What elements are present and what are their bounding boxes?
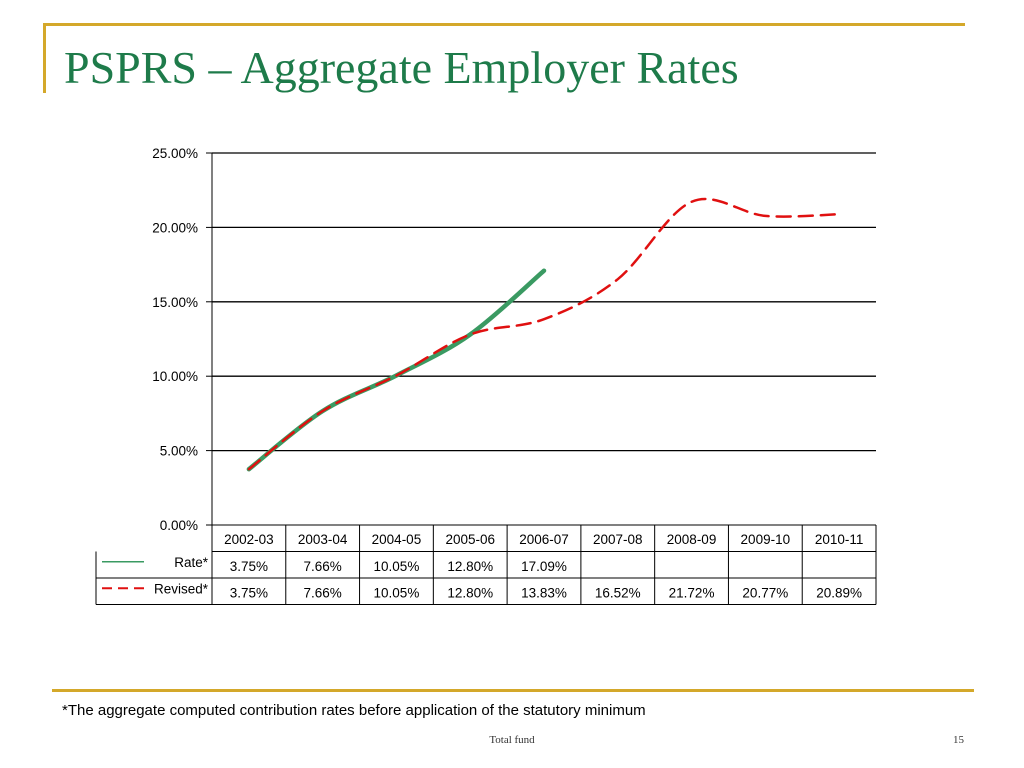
x-tick-label: 2010-11: [815, 532, 864, 547]
legend-label: Revised*: [154, 581, 209, 596]
y-tick-label: 5.00%: [160, 444, 198, 459]
series-line: [247, 197, 841, 471]
x-tick-label: 2007-08: [593, 532, 643, 547]
data-label: 3.75%: [230, 559, 268, 574]
data-label: 7.66%: [304, 585, 342, 600]
y-tick-label: 15.00%: [152, 295, 198, 310]
footnote: *The aggregate computed contribution rat…: [62, 702, 646, 719]
y-tick-label: 20.00%: [152, 220, 198, 235]
data-label: 12.80%: [447, 559, 493, 574]
x-tick-label: 2009-10: [741, 532, 791, 547]
data-label: 10.05%: [374, 585, 420, 600]
x-tick-label: 2002-03: [224, 532, 274, 547]
data-label: 20.77%: [742, 585, 788, 600]
title-accent-rule: [43, 23, 965, 26]
x-tick-label: 2003-04: [298, 532, 348, 547]
slide-title: PSPRS – Aggregate Employer Rates: [64, 42, 739, 93]
data-label: 13.83%: [521, 585, 567, 600]
title-accent-bar: [43, 23, 46, 93]
slide-number: 15: [953, 734, 964, 746]
x-tick-label: 2004-05: [372, 532, 422, 547]
x-tick-label: 2008-09: [667, 532, 717, 547]
x-tick-label: 2005-06: [445, 532, 495, 547]
data-label: 21.72%: [669, 585, 715, 600]
footer-text: Total fund: [489, 734, 535, 746]
data-label: 16.52%: [595, 585, 641, 600]
series-line: [246, 268, 547, 472]
y-tick-label: 0.00%: [160, 518, 198, 533]
legend-label: Rate*: [174, 555, 209, 570]
data-label: 7.66%: [304, 559, 342, 574]
footer-rule: [52, 689, 974, 692]
x-tick-label: 2006-07: [519, 532, 569, 547]
data-label: 3.75%: [230, 585, 268, 600]
y-tick-label: 25.00%: [152, 146, 198, 161]
data-label: 17.09%: [521, 559, 567, 574]
data-label: 12.80%: [447, 585, 493, 600]
data-label: 10.05%: [374, 559, 420, 574]
data-label: 20.89%: [816, 585, 862, 600]
y-tick-label: 10.00%: [152, 369, 198, 384]
